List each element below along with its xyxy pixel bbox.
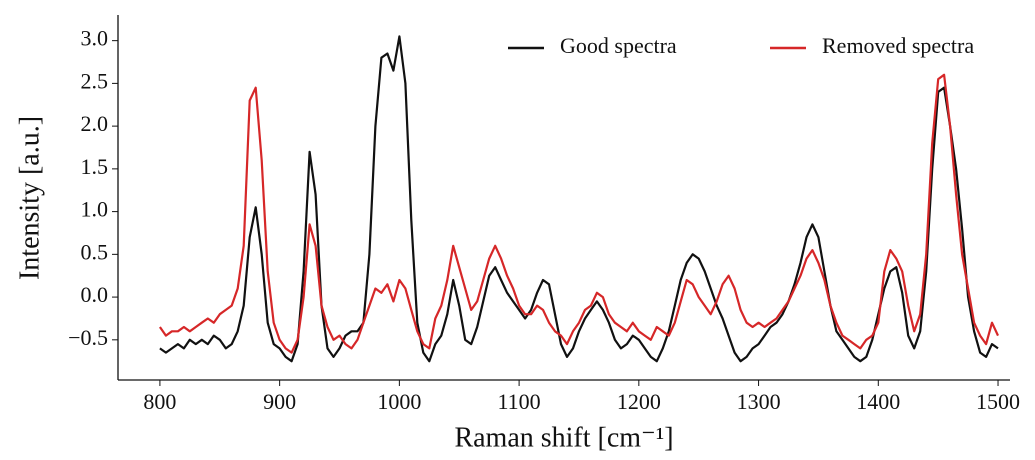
y-tick-label: −0.5 — [68, 325, 108, 350]
y-tick-label: 1.5 — [81, 154, 109, 179]
x-tick-label: 900 — [263, 389, 296, 414]
y-tick-label: 0.0 — [81, 282, 109, 307]
x-axis-title: Raman shift [cm⁻¹] — [454, 422, 673, 453]
x-tick-label: 1200 — [617, 389, 661, 414]
y-tick-label: 2.0 — [81, 111, 109, 136]
legend-label: Removed spectra — [822, 33, 974, 58]
x-tick-label: 1400 — [856, 389, 900, 414]
x-tick-label: 1100 — [498, 389, 541, 414]
y-tick-label: 1.0 — [81, 197, 109, 222]
legend-label: Good spectra — [560, 33, 677, 58]
y-tick-label: 3.0 — [81, 26, 109, 51]
x-tick-label: 1500 — [976, 389, 1020, 414]
y-tick-label: 2.5 — [81, 68, 109, 93]
y-tick-label: 0.5 — [81, 239, 109, 264]
x-tick-label: 800 — [143, 389, 176, 414]
x-tick-label: 1300 — [737, 389, 781, 414]
x-tick-label: 1000 — [377, 389, 421, 414]
series-line — [159, 35, 999, 363]
series-line — [158, 73, 999, 354]
y-axis-title: Intensity [a.u.] — [14, 116, 45, 280]
